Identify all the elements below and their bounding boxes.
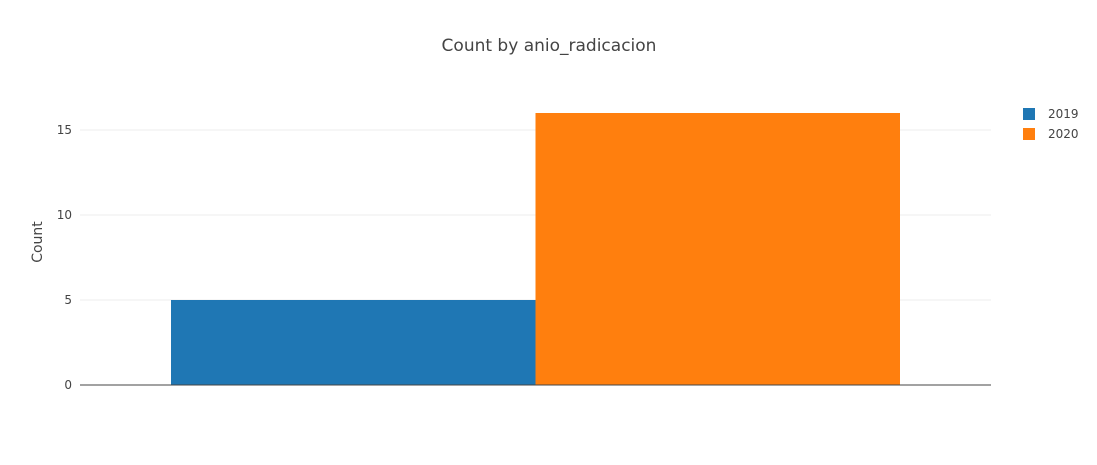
y-tick-label-10: 10 xyxy=(57,208,72,222)
legend-item-2020[interactable]: 2020 xyxy=(1023,127,1079,141)
legend-swatch-2020 xyxy=(1023,128,1035,140)
legend[interactable]: 2019 2020 xyxy=(1023,107,1079,141)
y-axis-ticks: 0 5 10 15 xyxy=(57,123,72,392)
y-tick-label-5: 5 xyxy=(64,293,72,307)
legend-label-2019: 2019 xyxy=(1048,107,1079,121)
y-axis-title: Count xyxy=(30,221,46,263)
legend-swatch-2019 xyxy=(1023,108,1035,120)
y-tick-label-15: 15 xyxy=(57,123,72,137)
legend-item-2019[interactable]: 2019 xyxy=(1023,107,1079,121)
y-tick-label-0: 0 xyxy=(64,378,72,392)
bar-2019[interactable] xyxy=(171,300,536,385)
chart-title: Count by anio_radicacion xyxy=(442,36,657,56)
bar-2020[interactable] xyxy=(535,113,901,385)
legend-label-2020: 2020 xyxy=(1048,127,1079,141)
bars xyxy=(171,113,900,385)
